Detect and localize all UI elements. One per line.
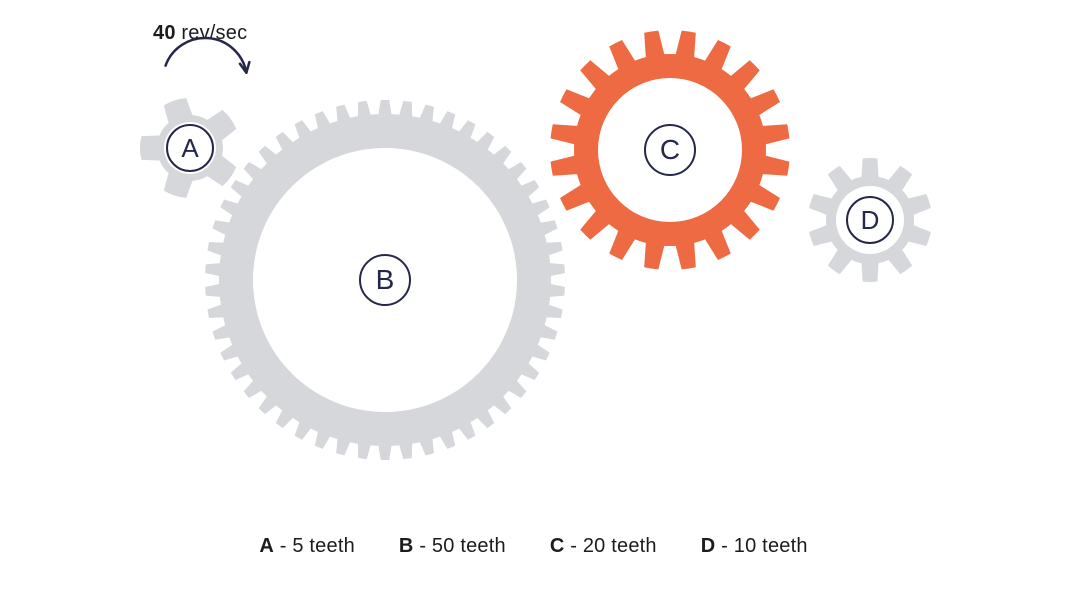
legend-item-a-id: A: [259, 535, 274, 557]
legend-item-b: B - 50 teeth: [399, 535, 506, 558]
legend-item-d: D - 10 teeth: [701, 535, 808, 558]
legend-item-b-id: B: [399, 535, 414, 557]
diagram-stage: 40 rev/sec ABCD A - 5 teethB - 50 teethC…: [0, 0, 1067, 600]
legend-item-c-id: C: [550, 535, 565, 557]
legend-item-d-id: D: [701, 535, 716, 557]
legend-item-a-text: - 5 teeth: [274, 535, 355, 557]
gear-legend: A - 5 teeth B - 50 teeth C - 20 teeth D - 1…: [0, 535, 1067, 558]
gear-b-label: B: [359, 254, 411, 306]
gear-c-label: C: [644, 124, 696, 176]
gear-d-label: D: [846, 196, 894, 244]
legend-item-b-text: - 50 teeth: [414, 535, 506, 557]
legend-item-a: A - 5 teeth: [259, 535, 355, 558]
legend-item-c-text: - 20 teeth: [564, 535, 656, 557]
legend-item-c: C - 20 teeth: [550, 535, 657, 558]
legend-item-d-text: - 10 teeth: [715, 535, 807, 557]
